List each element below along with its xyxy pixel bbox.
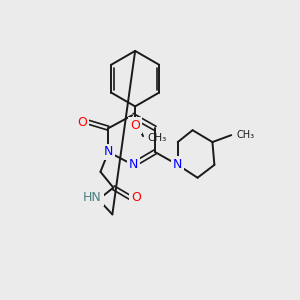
- Text: N: N: [104, 146, 113, 158]
- Text: HN: HN: [83, 191, 102, 204]
- Text: N: N: [128, 158, 138, 171]
- Text: O: O: [130, 119, 140, 132]
- Text: O: O: [78, 116, 88, 129]
- Text: CH₃: CH₃: [147, 133, 166, 143]
- Text: N: N: [173, 158, 182, 171]
- Text: CH₃: CH₃: [236, 130, 254, 140]
- Text: O: O: [131, 191, 141, 204]
